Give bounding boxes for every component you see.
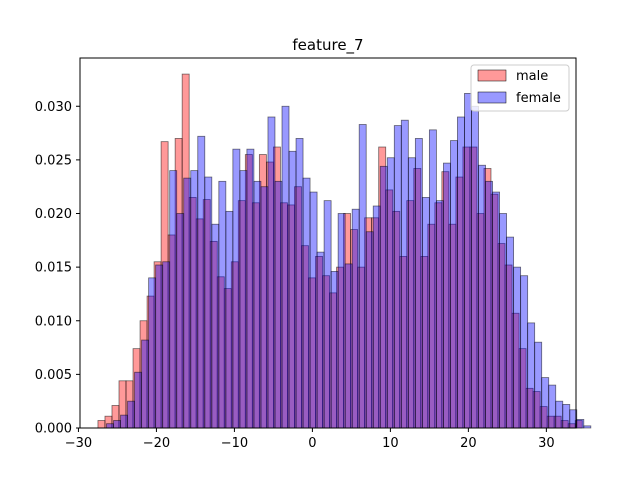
bar-female (239, 170, 248, 429)
bar-female (316, 251, 325, 429)
bar-female (513, 266, 522, 429)
bars-layer (97, 73, 592, 429)
bar-female (541, 377, 550, 429)
bar-female (506, 236, 515, 429)
legend-frame (470, 64, 570, 112)
bar-female (457, 116, 465, 429)
x-tick-label: 0 (308, 436, 316, 451)
bar-female (534, 341, 543, 429)
bar-female (379, 165, 388, 429)
y-tick-label: 0.020 (35, 207, 72, 222)
bar-female (260, 186, 269, 429)
bar-female (309, 191, 318, 429)
bar-female (583, 425, 592, 429)
bar-female (330, 271, 339, 429)
bar-female (120, 414, 128, 429)
bar-female (407, 157, 416, 429)
bar-female (204, 176, 213, 429)
bar-female (190, 170, 199, 429)
bar-female (478, 164, 486, 429)
bar-female (323, 200, 332, 429)
bar-female (274, 180, 283, 429)
bar-female (450, 140, 458, 429)
bar-female (246, 148, 255, 429)
bar-female (492, 191, 500, 429)
bar-female (400, 119, 409, 429)
bar-female (141, 339, 150, 429)
bar-female (302, 177, 311, 429)
y-axis: 0.000 0.005 0.010 0.015 0.020 0.025 0.030 (35, 100, 80, 437)
bar-female (527, 322, 536, 429)
bar-female (295, 138, 304, 429)
bar-female (386, 157, 395, 429)
bar-female (471, 105, 479, 429)
bar-female (562, 404, 571, 429)
bar-female (218, 180, 227, 429)
bar-female (351, 208, 360, 429)
bar-female (183, 177, 192, 429)
y-tick-label: 0.025 (35, 153, 72, 168)
bar-female (464, 92, 472, 429)
bar-female (443, 162, 451, 429)
bar-female (232, 148, 241, 429)
x-tick-label: −20 (143, 436, 170, 451)
bar-female (555, 400, 564, 429)
y-tick-label: 0.000 (35, 422, 72, 437)
bar-female (281, 105, 290, 429)
y-tick-label: 0.010 (35, 314, 72, 329)
bar-female (197, 135, 206, 429)
y-tick-label: 0.015 (35, 261, 72, 276)
bar-female (253, 180, 262, 429)
bar-female (485, 180, 493, 429)
legend-label-male: male (516, 69, 548, 84)
bar-female (358, 124, 367, 429)
bar-female (372, 205, 381, 429)
bar-female (148, 277, 157, 429)
bar-female (169, 170, 178, 429)
bar-female (176, 213, 185, 429)
x-tick-label: 20 (460, 436, 477, 451)
bar-female (576, 419, 585, 429)
bar-female (134, 371, 143, 429)
bar-female (127, 400, 135, 429)
x-tick-label: −10 (221, 436, 248, 451)
bar-female (267, 116, 276, 429)
bar-female (548, 384, 557, 429)
bar-female (225, 210, 234, 429)
bar-female (337, 213, 346, 429)
bar-female (162, 261, 171, 429)
bar-female (435, 200, 444, 429)
bar-female (428, 129, 437, 429)
bar-male (97, 420, 106, 429)
legend: male female (470, 64, 570, 112)
chart-title: feature_7 (292, 36, 363, 55)
bar-female (499, 213, 507, 429)
bar-female (421, 197, 430, 429)
bar-female (113, 420, 121, 429)
y-tick-label: 0.005 (35, 368, 72, 383)
legend-swatch-female (477, 91, 507, 104)
bar-female (344, 263, 353, 429)
x-axis: −30 −20 −10 0 10 20 30 (65, 428, 555, 451)
bar-female (365, 231, 374, 429)
bar-female (393, 125, 402, 429)
legend-label-female: female (516, 91, 561, 106)
legend-swatch-male (477, 69, 507, 82)
y-tick-label: 0.030 (35, 100, 72, 115)
x-tick-label: −30 (65, 436, 92, 451)
bar-female (106, 423, 114, 429)
bar-female (288, 150, 297, 429)
x-tick-label: 30 (538, 436, 555, 451)
bar-female (155, 264, 164, 429)
bar-female (211, 223, 220, 429)
plot-area-frame (79, 57, 577, 429)
bar-female (520, 275, 529, 429)
bar-female (414, 138, 423, 429)
x-tick-label: 10 (382, 436, 399, 451)
